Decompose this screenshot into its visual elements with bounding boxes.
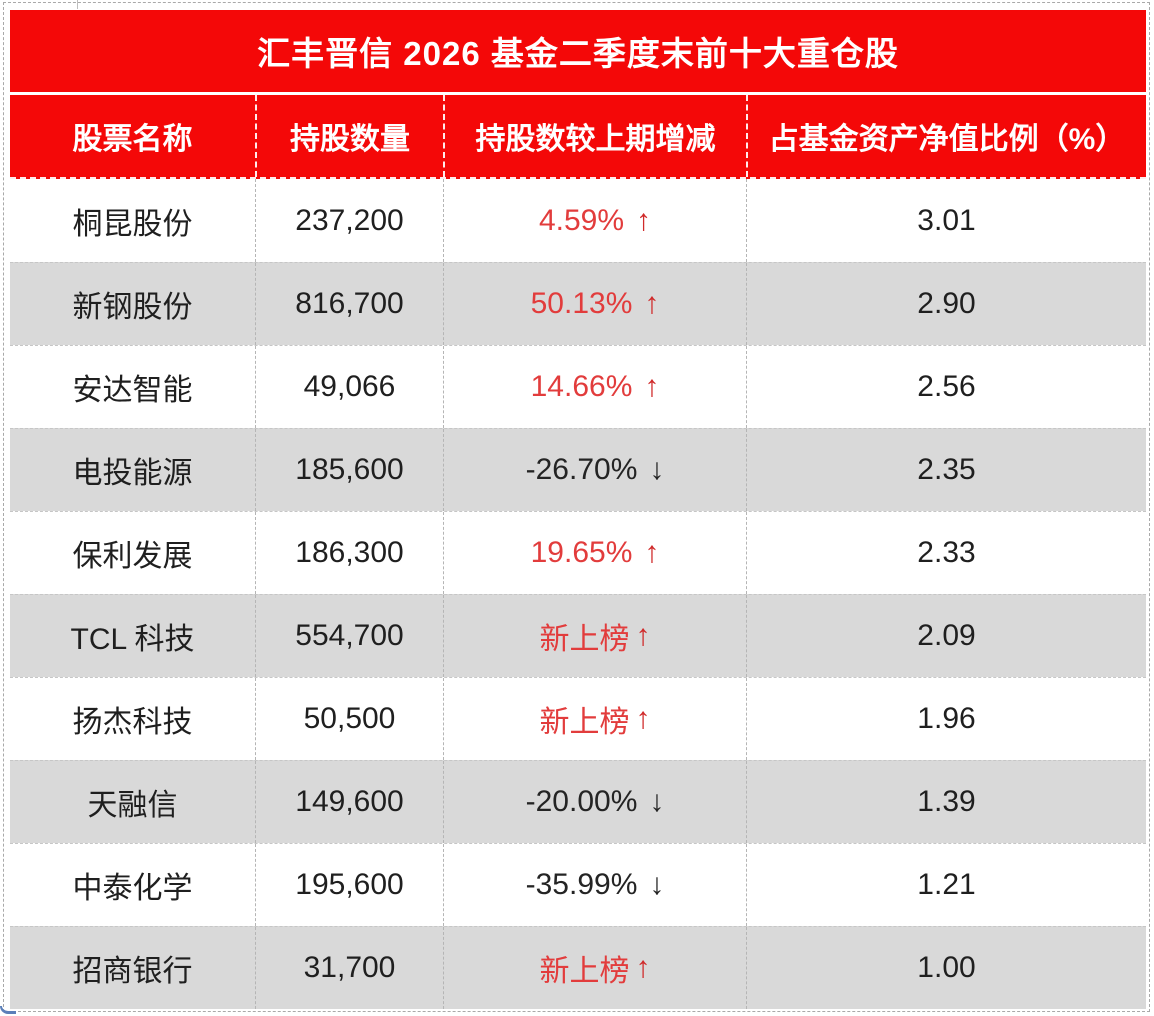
header-stock-name: 股票名称 xyxy=(72,123,193,156)
table-row: 中泰化学 195,600 -35.99% ↓ 1.21 xyxy=(10,843,1146,926)
change-arrow-icon: ↑ xyxy=(644,287,660,320)
change-cell: 新上榜 ↑ xyxy=(443,595,746,677)
change-value: 新上榜 xyxy=(539,955,630,988)
change-cell: -35.99% ↓ xyxy=(443,844,746,926)
change-value: -20.00% xyxy=(525,785,638,818)
change-cell: 新上榜 ↑ xyxy=(443,678,746,760)
change-arrow-icon: ↑ xyxy=(635,951,651,984)
change-value: 50.13% xyxy=(530,287,633,320)
shares-cell: 816,700 xyxy=(255,263,443,345)
change-cell: -26.70% ↓ xyxy=(443,429,746,511)
table-row: TCL 科技 554,700 新上榜 ↑ 2.09 xyxy=(10,594,1146,677)
change-arrow-icon: ↓ xyxy=(649,868,665,901)
change-value: 4.59% xyxy=(538,203,625,237)
ratio-cell: 2.90 xyxy=(746,263,1146,345)
change-cell: 19.65% ↑ xyxy=(443,512,746,594)
table-row: 电投能源 185,600 -26.70% ↓ 2.35 xyxy=(10,428,1146,511)
change-cell: 14.66% ↑ xyxy=(443,346,746,428)
change-arrow-icon: ↑ xyxy=(636,203,652,237)
change-arrow-icon: ↓ xyxy=(649,785,665,818)
gridline-tick xyxy=(77,0,78,9)
ratio-cell: 1.00 xyxy=(746,927,1146,1009)
ratio-cell: 1.96 xyxy=(746,678,1146,760)
stock-name-cell: 中泰化学 xyxy=(72,872,193,905)
shares-cell: 237,200 xyxy=(255,179,443,262)
table-row: 新钢股份 816,700 50.13% ↑ 2.90 xyxy=(10,262,1146,345)
change-arrow-icon: ↑ xyxy=(635,619,651,652)
stock-name-cell: 天融信 xyxy=(87,789,178,822)
header-change-vs-prev: 持股数较上期增减 xyxy=(443,95,746,177)
table-row: 桐昆股份 237,200 4.59% ↑ 3.01 xyxy=(10,179,1146,262)
ratio-cell: 1.21 xyxy=(746,844,1146,926)
stock-name-cell: 扬杰科技 xyxy=(72,706,193,739)
ratio-cell: 3.01 xyxy=(746,179,1146,262)
ratio-cell: 2.56 xyxy=(746,346,1146,428)
stock-name-cell: 桐昆股份 xyxy=(72,207,193,241)
change-cell: 新上榜 ↑ xyxy=(443,927,746,1009)
change-value: -35.99% xyxy=(525,868,638,901)
table-row: 招商银行 31,700 新上榜 ↑ 1.00 xyxy=(10,926,1146,1009)
table-row: 扬杰科技 50,500 新上榜 ↑ 1.96 xyxy=(10,677,1146,760)
change-arrow-icon: ↑ xyxy=(644,370,660,403)
table-row: 保利发展 186,300 19.65% ↑ 2.33 xyxy=(10,511,1146,594)
shares-cell: 186,300 xyxy=(255,512,443,594)
shares-cell: 554,700 xyxy=(255,595,443,677)
ratio-cell: 2.35 xyxy=(746,429,1146,511)
change-arrow-icon: ↑ xyxy=(635,702,651,735)
change-value: 19.65% xyxy=(530,536,633,569)
stock-name-cell: 电投能源 xyxy=(72,457,193,490)
table-row: 安达智能 49,066 14.66% ↑ 2.56 xyxy=(10,345,1146,428)
header-net-asset-ratio: 占基金资产净值比例（%） xyxy=(746,95,1146,177)
ratio-cell: 2.33 xyxy=(746,512,1146,594)
change-value: 14.66% xyxy=(530,370,633,403)
table-row: 天融信 149,600 -20.00% ↓ 1.39 xyxy=(10,760,1146,843)
change-arrow-icon: ↓ xyxy=(649,453,665,486)
change-cell: 50.13% ↑ xyxy=(443,263,746,345)
change-cell: 4.59% ↑ xyxy=(443,179,746,262)
table-body: 桐昆股份 237,200 4.59% ↑ 3.01 新钢股份 816,700 5… xyxy=(10,179,1146,1009)
shares-cell: 49,066 xyxy=(255,346,443,428)
fund-holdings-table: 汇丰晋信 2026 基金二季度末前十大重仓股 股票名称 持股数量 持股数较上期增… xyxy=(10,10,1146,1009)
stock-name-cell: 保利发展 xyxy=(72,540,193,573)
shares-cell: 31,700 xyxy=(255,927,443,1009)
ratio-cell: 1.39 xyxy=(746,761,1146,843)
shares-cell: 50,500 xyxy=(255,678,443,760)
stock-name-cell: 安达智能 xyxy=(72,374,193,407)
change-value: 新上榜 xyxy=(539,706,630,739)
shares-cell: 185,600 xyxy=(255,429,443,511)
change-value: 新上榜 xyxy=(539,623,630,656)
change-cell: -20.00% ↓ xyxy=(443,761,746,843)
table-title: 汇丰晋信 2026 基金二季度末前十大重仓股 xyxy=(10,10,1146,92)
change-arrow-icon: ↑ xyxy=(644,536,660,569)
stock-name-cell: 招商银行 xyxy=(72,955,193,988)
ratio-cell: 2.09 xyxy=(746,595,1146,677)
table-header: 股票名称 持股数量 持股数较上期增减 占基金资产净值比例（%） xyxy=(10,95,1146,179)
stock-name-cell: TCL 科技 xyxy=(70,623,195,656)
shares-cell: 195,600 xyxy=(255,844,443,926)
shares-cell: 149,600 xyxy=(255,761,443,843)
change-value: -26.70% xyxy=(525,453,638,486)
stock-name-cell: 新钢股份 xyxy=(72,291,193,324)
header-shares-held: 持股数量 xyxy=(255,95,443,177)
corner-artifact xyxy=(0,1006,16,1014)
